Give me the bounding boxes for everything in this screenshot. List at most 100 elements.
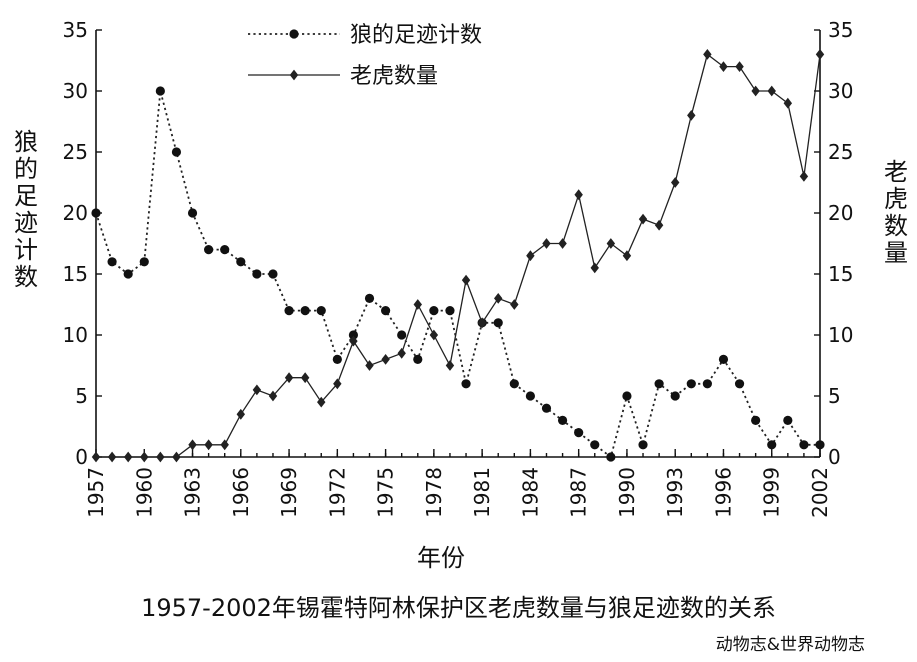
wolf-track-point: [91, 208, 101, 218]
tiger-count-point: [799, 171, 809, 182]
x-tick-label: 1975: [374, 467, 398, 518]
wolf-track-point: [300, 306, 310, 316]
wolf-track-point: [622, 391, 632, 401]
wolf-track-point: [590, 440, 600, 450]
x-tick-label: 1969: [277, 467, 301, 518]
x-tick-label: 1996: [711, 467, 735, 518]
wolf-track-point: [252, 269, 262, 279]
right-y-tick-label: 25: [828, 140, 853, 164]
left-y-tick-label: 30: [63, 79, 88, 103]
tiger-count-point: [622, 250, 632, 262]
tiger-count-point: [204, 439, 213, 451]
tiger-count-point: [590, 262, 599, 274]
tiger-count-point: [638, 213, 648, 225]
tiger-count-point: [687, 110, 696, 121]
wolf-track-point: [107, 257, 117, 267]
tiger-count-point: [558, 238, 567, 249]
left-y-axis-title: 狼的足迹计数: [14, 128, 38, 291]
tiger-count-point: [670, 177, 680, 188]
wolf-track-point: [525, 391, 536, 401]
tiger-count-point: [494, 293, 503, 304]
tiger-count-point: [107, 451, 117, 463]
tiger-count-point: [767, 85, 776, 97]
wolf-track-point: [686, 379, 696, 389]
legend-marker-circle: [289, 29, 299, 39]
wolf-track-point: [220, 245, 230, 255]
wolf-track-point: [493, 318, 503, 328]
wolf-track-point: [702, 379, 712, 389]
right-y-tick-label: 30: [828, 79, 853, 103]
wolf-track-point: [284, 306, 294, 316]
right-y-tick-label: 5: [828, 384, 841, 408]
tiger-count-point: [510, 299, 519, 310]
wolf-track-point: [332, 354, 342, 364]
tiger-count-point: [365, 360, 374, 371]
tiger-count-point: [606, 238, 616, 249]
wolf-track-point: [445, 306, 455, 316]
wolf-track-point: [509, 379, 519, 389]
tiger-count-point: [461, 274, 471, 286]
wolf-track-point: [364, 293, 375, 303]
wolf-track-point: [670, 391, 680, 401]
wolf-track-point: [429, 306, 439, 316]
tiger-count-point: [719, 61, 728, 72]
tiger-count-point: [252, 384, 262, 396]
source-credit: 动物志&世界动物志: [715, 635, 865, 655]
x-tick-label: 1978: [422, 467, 446, 518]
right-y-tick-label: 10: [828, 323, 853, 347]
wolf-track-point: [574, 428, 584, 438]
x-tick-label: 1972: [325, 467, 349, 518]
tiger-count-point: [156, 451, 165, 463]
tiger-count-point: [220, 439, 229, 451]
chart-caption: 1957-2002年锡霍特阿林保护区老虎数量与狼足迹数的关系: [141, 594, 776, 622]
x-tick-label: 1999: [760, 467, 784, 518]
wolf-track-point: [734, 379, 745, 389]
right-y-tick-label: 15: [828, 262, 853, 286]
x-tick-label: 1960: [132, 467, 156, 518]
tiger-count-point: [654, 219, 664, 231]
tiger-count-point: [172, 451, 181, 463]
left-y-tick-label: 15: [63, 262, 88, 286]
left-y-tick-label: 20: [63, 201, 88, 225]
x-tick-label: 1990: [615, 467, 639, 518]
wolf-track-point: [139, 257, 149, 267]
x-tick-label: 1957: [84, 467, 108, 518]
series-layer: [91, 49, 825, 463]
legend-label: 狼的足迹计数: [350, 23, 482, 48]
ticks: 0 0 5 5 10 10 15 15 20 20 25 25 30 30 35 35 1957 1960 1963…: [63, 18, 854, 518]
tiger-count-point: [236, 408, 246, 420]
tiger-count-point: [140, 451, 149, 463]
wolf-track-point: [541, 403, 552, 413]
tiger-count-point: [429, 329, 439, 341]
tiger-count-point: [317, 396, 326, 408]
wolf-track-point: [268, 269, 278, 279]
tiger-count-point: [413, 299, 422, 310]
legend-label: 老虎数量: [350, 64, 438, 89]
tiger-count-point: [783, 97, 793, 109]
legend-marker-diamond: [289, 69, 299, 81]
x-axis-title: 年份: [417, 544, 465, 572]
wolf-track-point: [751, 415, 761, 425]
x-tick-label: 1981: [470, 467, 494, 518]
right-y-tick-label: 0: [828, 445, 841, 469]
wolf-track-point: [397, 330, 407, 340]
wolf-track-point: [236, 257, 246, 267]
tiger-count-point: [268, 390, 278, 402]
wolf-track-point: [815, 440, 825, 450]
wolf-track-point: [767, 440, 777, 450]
tiger-count-point: [381, 354, 390, 365]
tiger-count-point: [333, 378, 342, 390]
x-tick-label: 1987: [567, 467, 591, 518]
wolf-track-point: [316, 306, 326, 316]
wolf-track-point: [638, 440, 648, 450]
x-tick-label: 1963: [181, 467, 205, 518]
right-y-tick-label: 35: [828, 18, 853, 42]
tiger-count-point: [477, 317, 487, 329]
tiger-count-point: [445, 360, 455, 371]
axes: [95, 30, 821, 458]
tiger-count-point: [188, 439, 197, 451]
right-y-tick-label: 20: [828, 201, 853, 225]
tiger-count-point: [542, 238, 551, 249]
series-line-0: [95, 90, 820, 459]
